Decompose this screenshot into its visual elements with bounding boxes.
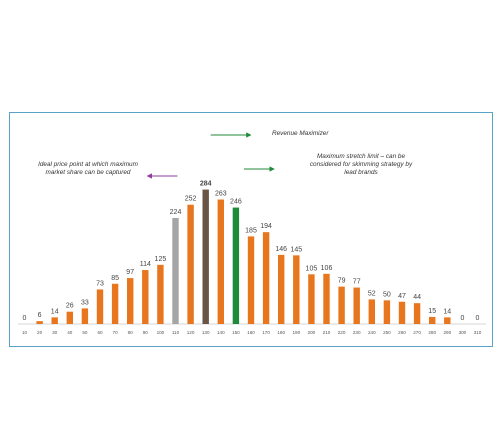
value-label-160: 185	[245, 227, 257, 234]
value-label-60: 73	[96, 280, 104, 287]
bar-220	[338, 286, 345, 324]
value-label-80: 97	[126, 269, 134, 276]
bar-chart: 10 20 30 40 50 60 70 80 90 100 110 120 130 140 150 160 1…	[18, 132, 486, 335]
x-tick-250: 250	[383, 330, 391, 335]
value-label-310: 0	[476, 315, 480, 322]
value-label-220: 79	[338, 278, 346, 285]
bar-70	[111, 283, 119, 324]
bar-230	[353, 287, 360, 324]
x-tick-40: 40	[67, 330, 73, 335]
bar-40	[66, 311, 73, 324]
annotation-ideal-price: Ideal price point at which maximum marke…	[38, 161, 138, 176]
value-label-90: 114	[140, 261, 151, 268]
x-tick-labels: 10 20 30 40 50 60 70 80 90 100 110 120 130 140 150 160 1…	[22, 330, 482, 335]
value-label-180: 146	[275, 246, 287, 253]
x-tick-100: 100	[157, 330, 165, 335]
value-label-100: 125	[155, 256, 167, 263]
value-label-170: 194	[260, 223, 272, 230]
x-tick-140: 140	[217, 330, 225, 335]
bar-130	[202, 189, 209, 324]
bar-100	[157, 264, 164, 324]
x-tick-20: 20	[37, 330, 43, 335]
value-label-270: 44	[413, 294, 421, 301]
value-label-110: 224	[170, 209, 182, 216]
bar-250	[383, 300, 391, 324]
value-label-280: 15	[428, 308, 436, 315]
x-tick-130: 130	[202, 330, 210, 335]
bar-200	[308, 274, 315, 324]
x-tick-280: 280	[428, 330, 436, 335]
bar-170	[262, 232, 270, 324]
bar-60	[96, 289, 104, 324]
x-tick-90: 90	[143, 330, 149, 335]
x-tick-200: 200	[308, 330, 316, 335]
value-label-240: 52	[368, 290, 376, 297]
value-label-190: 145	[290, 246, 302, 253]
x-tick-160: 160	[247, 330, 255, 335]
x-tick-60: 60	[97, 330, 103, 335]
value-label-200: 105	[306, 265, 318, 272]
bar-180	[278, 254, 285, 324]
x-tick-150: 150	[232, 330, 240, 335]
bar-210	[323, 273, 330, 324]
value-label-30: 14	[51, 308, 59, 315]
bar-260	[398, 301, 406, 324]
value-label-140: 263	[215, 191, 227, 198]
annotation-stretch-limit: Maximum stretch limit – can be considere…	[309, 153, 413, 176]
x-tick-270: 270	[413, 330, 421, 335]
value-label-20: 6	[38, 312, 42, 319]
x-tick-220: 220	[338, 330, 346, 335]
value-label-210: 106	[321, 265, 333, 272]
value-label-150: 246	[230, 199, 242, 206]
bar-120	[187, 204, 194, 324]
x-tick-230: 230	[353, 330, 361, 335]
x-tick-80: 80	[128, 330, 134, 335]
x-tick-50: 50	[82, 330, 88, 335]
bar-240	[368, 299, 375, 324]
bar-30	[51, 317, 58, 324]
bar-110	[172, 217, 179, 324]
value-label-290: 14	[443, 308, 451, 315]
x-tick-30: 30	[52, 330, 58, 335]
bar-270	[413, 303, 421, 324]
annotation-revenue-maximizer: Revenue Maximizer	[272, 130, 329, 137]
value-label-300: 0	[460, 315, 464, 322]
x-tick-110: 110	[172, 330, 180, 335]
x-tick-170: 170	[262, 330, 270, 335]
bar-90	[142, 270, 149, 324]
bar-50	[81, 308, 89, 324]
bar-280	[429, 316, 436, 324]
bar-160	[247, 236, 255, 324]
x-tick-10: 10	[22, 330, 28, 335]
x-tick-70: 70	[113, 330, 119, 335]
bar-290	[444, 317, 451, 324]
x-tick-300: 300	[459, 330, 467, 335]
x-tick-290: 290	[443, 330, 451, 335]
bars-group	[36, 189, 451, 324]
value-label-260: 47	[398, 293, 406, 300]
chart-frame: 10 20 30 40 50 60 70 80 90 100 110 120 130 140 150 160 1…	[9, 112, 493, 347]
x-tick-120: 120	[187, 330, 195, 335]
x-tick-260: 260	[398, 330, 406, 335]
value-label-70: 85	[111, 275, 119, 282]
value-label-130: 284	[200, 181, 212, 188]
bar-150	[232, 207, 240, 324]
x-tick-190: 190	[292, 330, 300, 335]
value-label-120: 252	[185, 196, 197, 203]
bar-80	[127, 278, 134, 324]
bar-190	[293, 255, 300, 324]
x-tick-310: 310	[474, 330, 482, 335]
annotation-arrows	[146, 132, 275, 179]
value-label-40: 26	[66, 303, 74, 310]
bar-140	[217, 199, 224, 324]
x-tick-240: 240	[368, 330, 376, 335]
x-tick-210: 210	[323, 330, 331, 335]
value-label-10: 0	[23, 315, 27, 322]
value-label-230: 77	[353, 279, 361, 286]
bar-20	[36, 321, 43, 324]
value-label-250: 50	[383, 291, 391, 298]
value-label-50: 33	[81, 299, 89, 306]
x-tick-180: 180	[277, 330, 285, 335]
